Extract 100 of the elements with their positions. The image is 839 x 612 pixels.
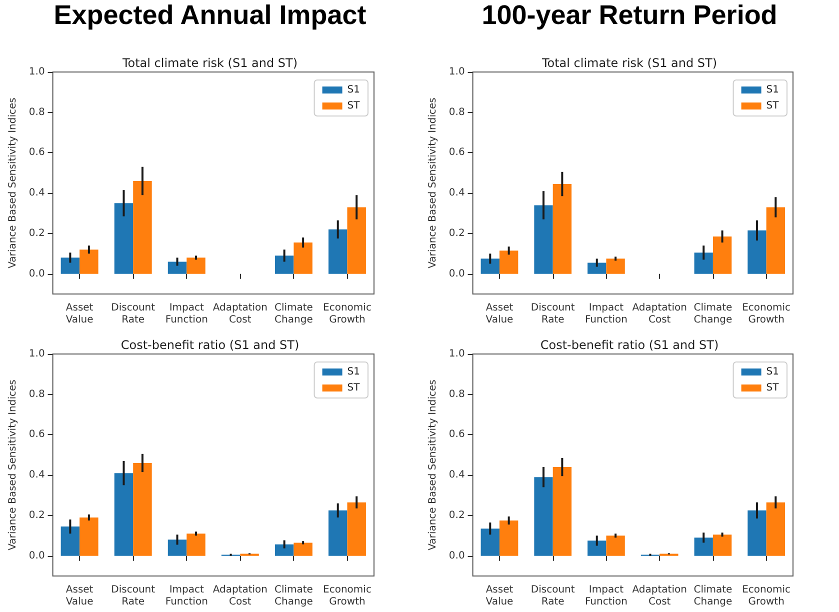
y-tick-label: 0.0 — [448, 268, 465, 280]
bar — [480, 528, 500, 556]
bar — [552, 467, 572, 556]
x-tick-label: Impact Function — [584, 584, 628, 608]
y-tick-label: 1.0 — [448, 66, 465, 78]
x-tick-label: Climate Change — [694, 302, 732, 326]
bar — [294, 542, 312, 556]
text: 100-year Return Period — [480, 0, 778, 31]
bar — [748, 230, 766, 274]
chart-title: Cost-benefit ratio (S1 and ST) — [540, 338, 719, 352]
bar — [274, 256, 294, 274]
y-tick-label: 0.2 — [448, 228, 465, 239]
bar — [328, 510, 348, 556]
bar — [60, 258, 80, 274]
x-tick-label: Adaptation Cost — [212, 302, 268, 326]
bar — [274, 544, 294, 556]
y-tick-label: 0.8 — [28, 388, 45, 400]
y-axis-title: Variance Based Sensitivity Indices — [8, 98, 18, 268]
x-tick-label: Economic Growth — [323, 302, 372, 326]
y-tick-label: 0.2 — [28, 228, 45, 239]
bar — [114, 473, 134, 556]
x-tick-label: Adaptation Cost — [212, 584, 268, 608]
x-tick-label: Climate Change — [274, 584, 313, 608]
x-tick-label: Asset Value — [66, 302, 94, 326]
y-tick-label: 0.8 — [448, 388, 465, 400]
bar — [114, 203, 134, 274]
y-tick-label: 1.0 — [28, 66, 45, 78]
bar — [552, 184, 572, 274]
bar — [80, 250, 98, 274]
bar — [588, 540, 606, 556]
bar — [133, 462, 152, 556]
chart-title: Total climate risk (S1 and ST) — [540, 56, 718, 70]
bar — [606, 536, 625, 556]
y-tick-label: 0.8 — [28, 106, 45, 118]
x-tick-label: Discount Rate — [530, 584, 575, 608]
bar — [133, 180, 152, 274]
x-tick-label: Discount Rate — [111, 302, 156, 326]
y-axis-title: Variance Based Sensitivity Indices — [428, 380, 438, 550]
y-axis-title: Variance Based Sensitivity Indices — [428, 98, 438, 268]
x-tick-label: Discount Rate — [111, 584, 156, 608]
y-tick-label: 0.6 — [28, 429, 45, 440]
x-tick-label: Economic Growth — [742, 584, 791, 608]
legend-label: ST — [347, 382, 361, 394]
bar — [60, 526, 80, 556]
bar — [328, 229, 348, 274]
legend-label: ST — [347, 100, 361, 112]
x-tick-label: Adaptation Cost — [632, 584, 687, 608]
y-axis-title: Variance Based Sensitivity Indices — [8, 380, 18, 550]
legend-label: ST — [766, 100, 780, 112]
bar — [80, 517, 98, 556]
y-tick-label: 0.0 — [448, 550, 465, 562]
bar — [294, 242, 312, 274]
y-tick-label: 0.6 — [448, 429, 465, 440]
x-tick-label: Adaptation Cost — [632, 302, 687, 326]
bar — [534, 205, 553, 274]
y-tick-label: 0.6 — [448, 147, 465, 158]
bar — [168, 262, 187, 274]
chart-title: Cost-benefit ratio (S1 and ST) — [120, 338, 300, 352]
bar — [186, 534, 206, 556]
y-tick-label: 0.4 — [28, 470, 45, 481]
legend-label: S1 — [347, 84, 360, 96]
y-tick-label: 0.4 — [448, 188, 465, 199]
bar — [766, 207, 785, 274]
legend-label: ST — [766, 382, 780, 394]
bar — [606, 258, 625, 274]
x-tick-label: Asset Value — [486, 302, 514, 326]
bar — [748, 510, 766, 556]
y-tick-label: 0.6 — [28, 147, 45, 158]
bar — [588, 262, 606, 274]
y-tick-label: 0.0 — [28, 268, 45, 280]
x-tick-label: Discount Rate — [530, 302, 575, 326]
bar — [694, 538, 713, 556]
bar — [694, 252, 713, 274]
legend-label: S1 — [347, 366, 360, 378]
legend-label: S1 — [766, 366, 780, 378]
y-tick-label: 1.0 — [448, 348, 465, 360]
x-tick-label: Impact Function — [165, 584, 208, 608]
x-tick-label: Economic Growth — [323, 584, 372, 608]
y-tick-label: 0.2 — [448, 510, 465, 521]
bar — [712, 236, 732, 274]
y-tick-label: 0.0 — [28, 550, 45, 562]
bar — [480, 258, 500, 274]
legend-label: S1 — [766, 84, 780, 96]
bar — [534, 477, 553, 556]
y-tick-label: 1.0 — [28, 348, 45, 360]
x-tick-label: Impact Function — [165, 302, 208, 326]
y-tick-label: 0.4 — [448, 470, 465, 481]
bar — [499, 250, 518, 274]
x-tick-label: Asset Value — [486, 584, 514, 608]
bar — [347, 502, 366, 556]
bar — [347, 207, 366, 274]
y-tick-label: 0.2 — [28, 510, 45, 521]
chart-title: Total climate risk (S1 and ST) — [121, 56, 298, 70]
bar — [499, 520, 518, 556]
x-tick-label: Climate Change — [694, 584, 732, 608]
x-tick-label: Impact Function — [584, 302, 628, 326]
y-tick-label: 0.8 — [448, 106, 465, 118]
text: Expected Annual Impact — [52, 0, 368, 31]
bar — [186, 258, 206, 274]
y-tick-label: 0.4 — [28, 188, 45, 199]
